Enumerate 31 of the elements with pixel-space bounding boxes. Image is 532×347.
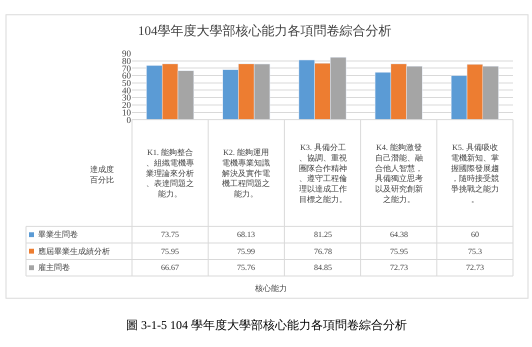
x-tick-label: K3. 具備分工、協調、重視團隊合作精神、遵守工程倫理以達成工作目標之能力。 — [299, 143, 347, 204]
y-tick-label: 0 — [126, 114, 132, 125]
data-label: 84.85 — [314, 263, 332, 272]
data-label: 60 — [471, 230, 479, 239]
x-tick-label: K5. 具備吸收電機新知、掌握國際發展趨，隨時接受競爭挑戰之能力。 — [451, 143, 499, 204]
legend-label: 雇主問卷 — [38, 263, 70, 272]
text: 核心能力 — [254, 284, 287, 293]
legend-label: 應屆畢業生成績分析 — [38, 247, 110, 256]
y-tick-label: 30 — [122, 92, 132, 103]
y-tick-label: 60 — [122, 70, 132, 81]
data-label: 75.99 — [237, 247, 255, 256]
y-axis-title: 達成度百分比 — [90, 165, 114, 184]
caption: 圖 3-1-5 104 學年度大學部核心能力各項問卷綜合分析 — [126, 318, 407, 332]
data-label: 72.73 — [466, 263, 484, 272]
data-label: 76.78 — [314, 247, 332, 256]
y-tick-label: 90 — [122, 48, 132, 59]
data-label: 64.38 — [390, 230, 408, 239]
data-label: 75.3 — [468, 247, 482, 256]
x-tick-label: K4. 能夠激發自己潛能、融合他人智慧，具備獨立思考以及研究創新之能力。 — [375, 143, 423, 204]
data-label: 66.67 — [161, 263, 179, 272]
data-label: 73.75 — [161, 230, 179, 239]
data-label: 75.76 — [237, 263, 255, 272]
data-label: 68.13 — [237, 230, 255, 239]
data-label: 75.95 — [161, 247, 179, 256]
legend-label: 畢業生問卷 — [38, 230, 78, 239]
chart-title: 104學年度大學部核心能力各項問卷綜合分析 — [138, 23, 392, 38]
data-label: 81.25 — [314, 230, 332, 239]
x-tick-label: K2. 能夠運用電機專業知識解決及實作電機工程問題之能力。 — [222, 148, 270, 199]
data-label: 72.73 — [390, 263, 408, 272]
x-tick-label: K1. 能夠整合、組織電機專業理論來分析、表達問題之能力。 — [146, 148, 194, 199]
data-label: 75.95 — [390, 247, 408, 256]
